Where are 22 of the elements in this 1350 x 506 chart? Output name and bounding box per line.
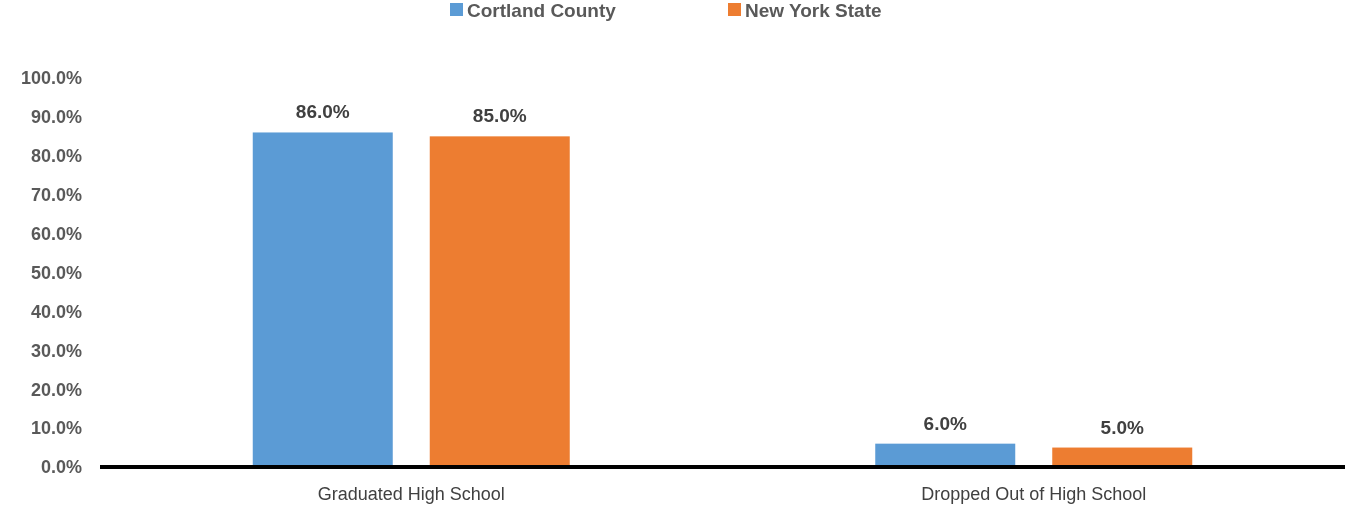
y-tick-label: 60.0% xyxy=(30,223,82,244)
y-tick-label: 100.0% xyxy=(20,68,82,89)
legend-label: Cortland County xyxy=(467,0,617,21)
y-tick-label: 70.0% xyxy=(30,185,82,205)
x-tick-label: Graduated High School xyxy=(317,484,505,505)
x-tick-label: Dropped Out of High School xyxy=(921,484,1147,505)
bar xyxy=(429,136,570,467)
y-tick-label: 20.0% xyxy=(30,379,82,400)
y-tick-label: 30.0% xyxy=(30,340,82,361)
data-label: 85.0% xyxy=(472,105,527,127)
y-tick-label: 50.0% xyxy=(30,262,82,283)
data-label: 86.0% xyxy=(295,101,350,123)
y-tick-label: 80.0% xyxy=(30,146,82,167)
legend-label: New York State xyxy=(745,0,882,21)
bar xyxy=(875,443,1016,467)
y-tick-label: 90.0% xyxy=(30,107,82,128)
bar xyxy=(252,132,393,467)
data-label: 6.0% xyxy=(923,412,968,434)
y-tick-label: 10.0% xyxy=(30,418,82,439)
y-tick-label: 40.0% xyxy=(30,301,82,322)
data-label: 5.0% xyxy=(1100,416,1145,438)
y-tick-label: 0.0% xyxy=(40,457,82,478)
